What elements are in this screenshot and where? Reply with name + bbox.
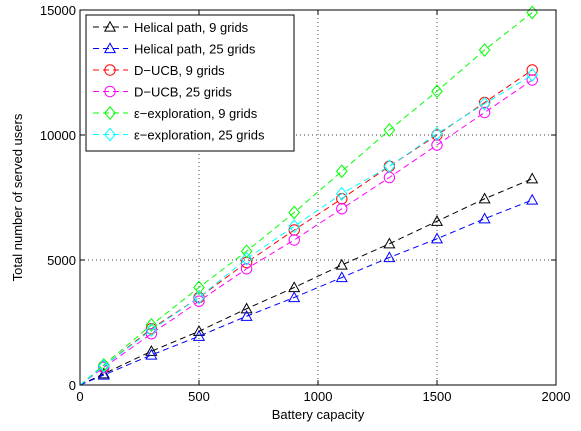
data-point xyxy=(335,258,348,270)
data-point xyxy=(97,359,110,374)
data-point xyxy=(145,323,158,337)
x-tick-label: 1000 xyxy=(304,389,333,404)
data-point xyxy=(240,263,253,275)
data-point xyxy=(145,348,158,360)
grid-layer xyxy=(80,10,556,385)
data-point xyxy=(478,96,491,111)
x-tick-label: 500 xyxy=(188,389,210,404)
x-tick-label: 2000 xyxy=(542,389,571,404)
data-point xyxy=(193,290,205,305)
legend-label: Helical path, 9 grids xyxy=(134,20,249,35)
data-point xyxy=(97,368,110,380)
legend-label: Helical path, 25 grids xyxy=(134,42,256,57)
data-point xyxy=(526,193,539,205)
data-point xyxy=(478,192,491,204)
data-point xyxy=(478,106,491,119)
data-point xyxy=(288,234,300,246)
x-axis-label: Battery capacity xyxy=(272,407,365,422)
series-5 xyxy=(79,5,539,386)
data-point xyxy=(193,280,205,295)
legend-label: ε−exploration, 9 grids xyxy=(134,106,258,121)
data-point xyxy=(97,358,110,372)
data-point xyxy=(478,212,491,224)
data-point xyxy=(335,186,348,201)
data-point xyxy=(431,126,443,141)
legend-box xyxy=(85,14,295,152)
series-2 xyxy=(79,193,539,386)
legend-marker xyxy=(104,64,116,76)
legend-marker xyxy=(103,20,117,32)
y-axis-label: Total number of served users xyxy=(10,113,25,281)
data-point xyxy=(240,251,253,266)
data-point xyxy=(335,164,348,179)
data-point xyxy=(383,251,396,263)
data-point xyxy=(383,237,396,249)
data-point xyxy=(145,318,158,332)
y-tick-label: 5000 xyxy=(47,253,76,268)
series-4 xyxy=(79,74,538,386)
series-6 xyxy=(79,68,539,386)
legend-item: Helical path, 25 grids xyxy=(93,42,256,57)
data-point xyxy=(240,310,253,321)
legend-label: ε−exploration, 25 grids xyxy=(134,128,265,143)
legend-item: D−UCB, 25 grids xyxy=(93,85,232,100)
legend-marker xyxy=(104,106,116,120)
legend-marker xyxy=(104,127,116,142)
y-tick-label: 0 xyxy=(69,378,76,393)
data-point xyxy=(288,291,301,303)
x-tick-label: 1500 xyxy=(423,389,452,404)
data-point xyxy=(431,84,443,99)
legend-item: Helical path, 9 grids xyxy=(93,20,249,35)
data-point xyxy=(192,330,206,341)
data-point xyxy=(336,203,348,215)
series-line xyxy=(79,199,533,386)
legend-item: ε−exploration, 25 grids xyxy=(93,128,265,143)
data-point xyxy=(526,68,539,82)
data-point xyxy=(335,271,348,283)
legend-label: D−UCB, 9 grids xyxy=(134,63,225,78)
data-point xyxy=(145,345,158,356)
series-line xyxy=(79,178,533,386)
legend-label: D−UCB, 25 grids xyxy=(134,85,232,100)
x-tick-label: 0 xyxy=(76,389,83,404)
data-point xyxy=(192,325,206,336)
data-point xyxy=(288,219,301,234)
data-point xyxy=(526,172,539,184)
legend-marker xyxy=(103,42,117,54)
data-point xyxy=(478,43,491,57)
y-tick-label: 10000 xyxy=(40,128,76,143)
legend-item: D−UCB, 9 grids xyxy=(93,63,225,78)
legend-item: ε−exploration, 9 grids xyxy=(93,106,258,121)
y-tick-label: 15000 xyxy=(40,3,76,18)
data-point xyxy=(97,367,110,379)
data-point xyxy=(383,159,396,174)
tick-layer: 0 500 1000 1500 2000 0 5000 10000 15000 xyxy=(40,3,571,404)
data-point xyxy=(240,244,253,259)
data-point xyxy=(288,205,301,220)
series-layer xyxy=(79,5,539,386)
data-point xyxy=(383,123,396,137)
legend: Helical path, 9 grids Helical path, 25 gr… xyxy=(85,14,295,152)
data-point xyxy=(430,232,444,244)
series-line xyxy=(79,12,533,386)
data-point xyxy=(430,215,444,226)
data-point xyxy=(240,302,253,314)
data-point xyxy=(526,74,538,86)
legend-marker xyxy=(104,85,116,98)
series-line xyxy=(79,74,533,386)
